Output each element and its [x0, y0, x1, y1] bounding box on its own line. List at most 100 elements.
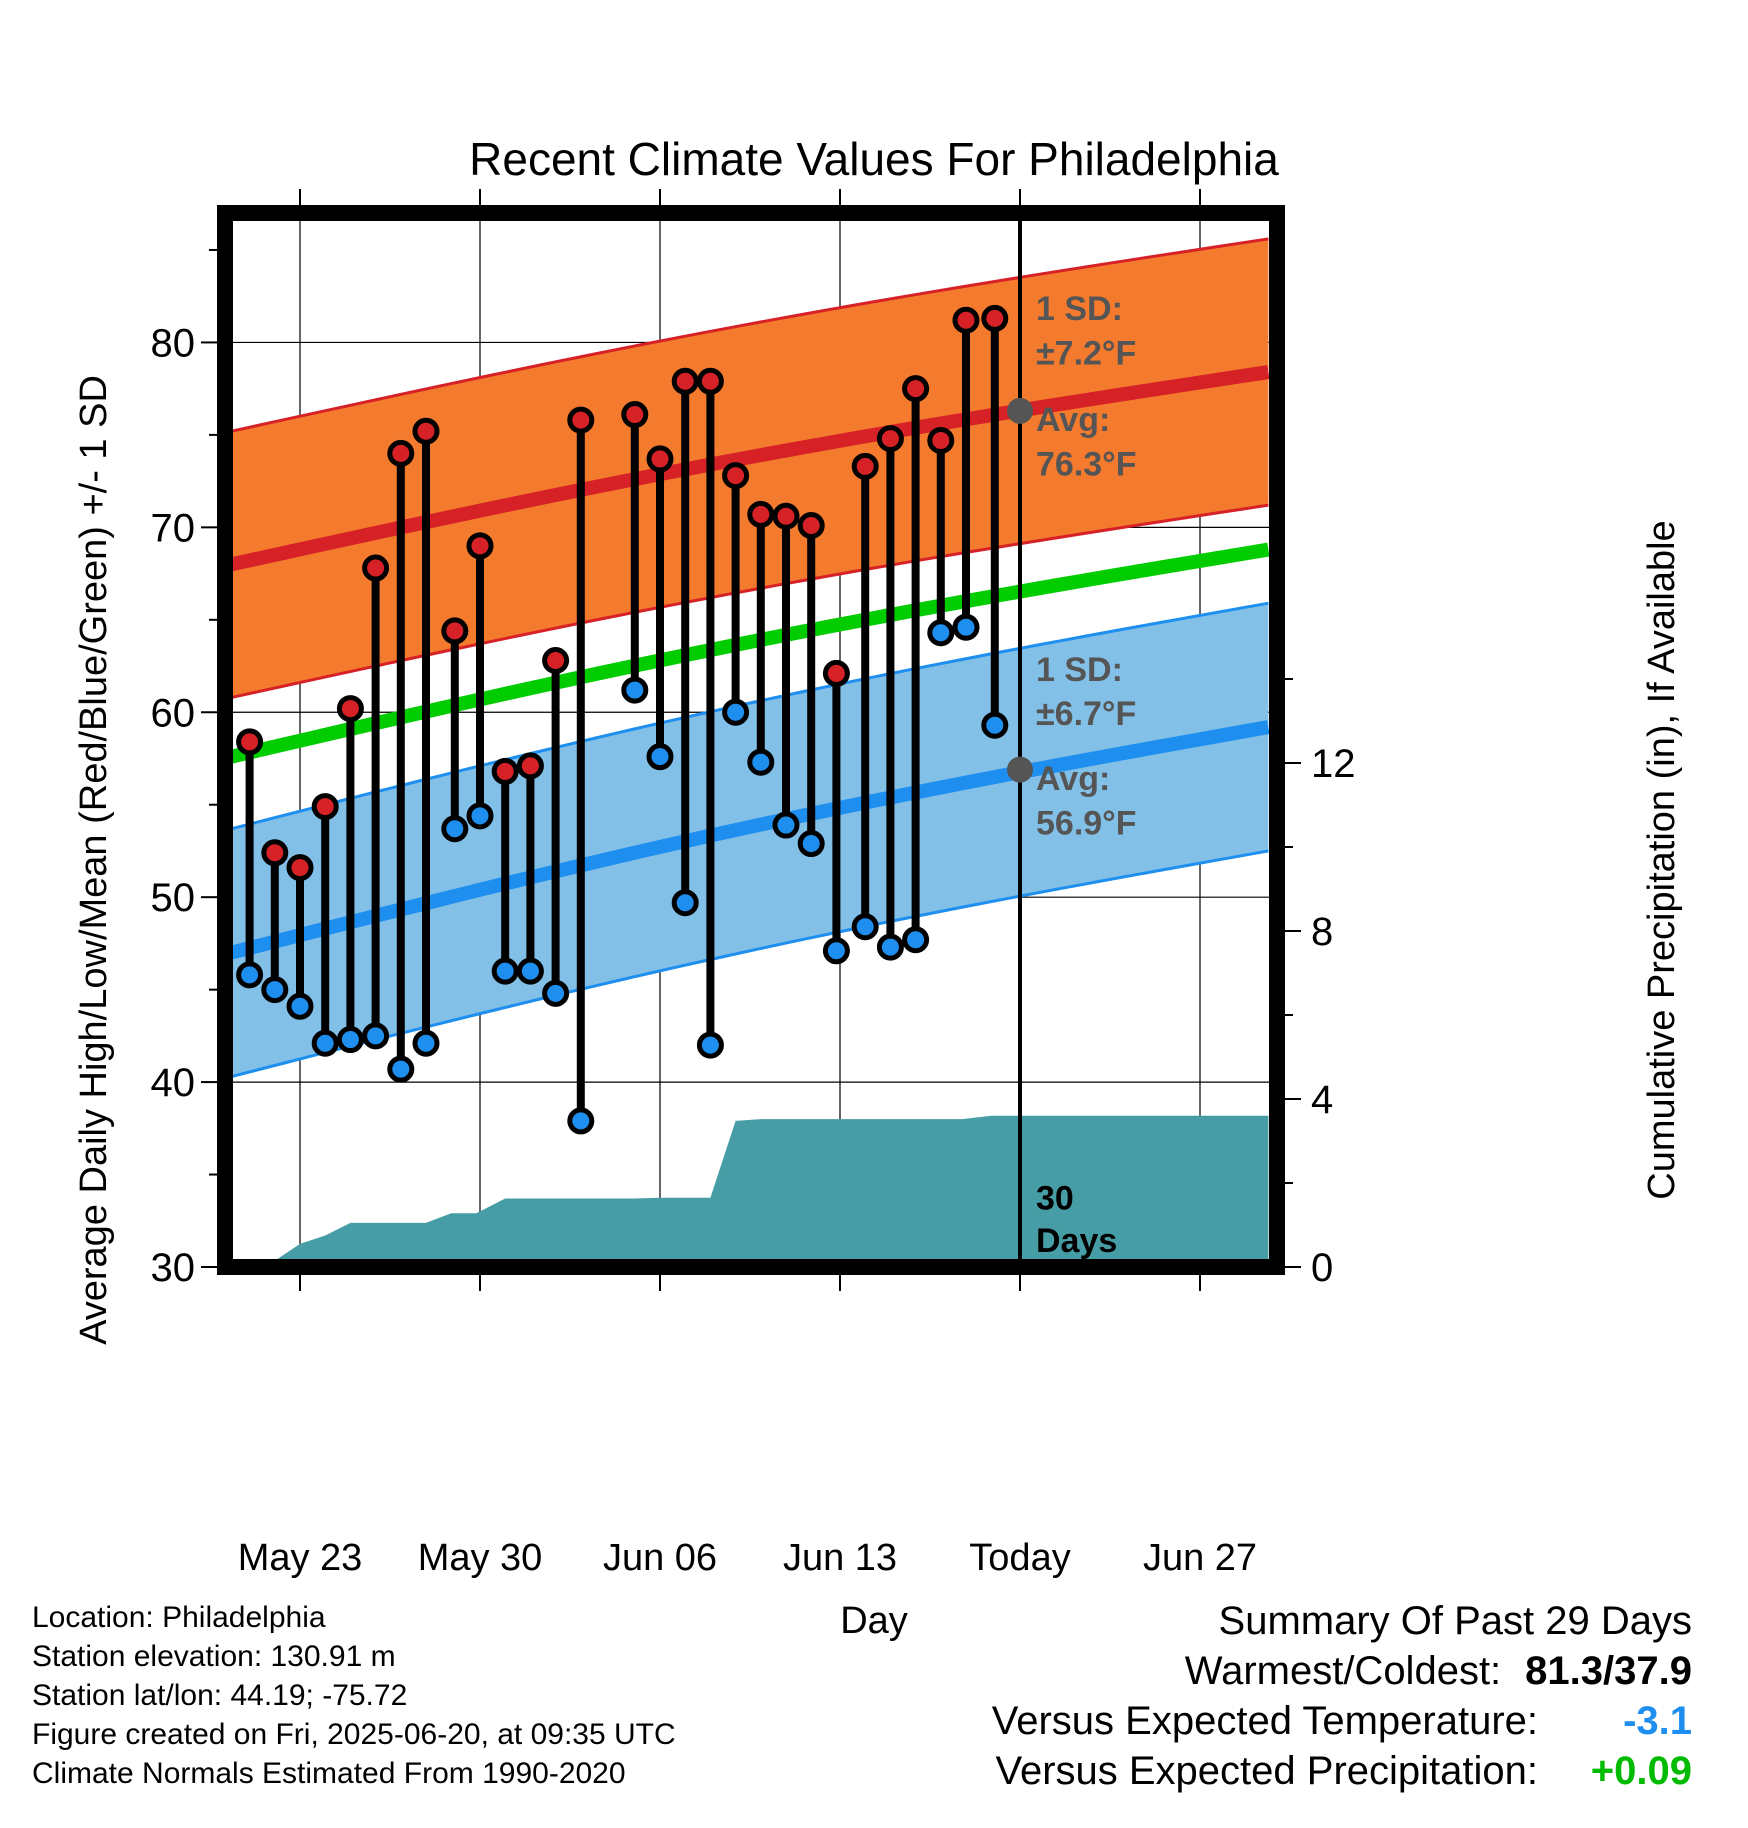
daily-high-point: [646, 445, 674, 473]
daily-low-point: [491, 957, 519, 985]
daily-low-point: [927, 619, 955, 647]
daily-low-point: [621, 676, 649, 704]
daily-high-point: [621, 401, 649, 429]
daily-low-point: [722, 698, 750, 726]
daily-low-point: [981, 711, 1009, 739]
daily-high-point: [387, 439, 415, 467]
observation-day: [797, 512, 825, 858]
y2-tick-label: 0: [1311, 1246, 1333, 1290]
daily-low-point: [441, 815, 469, 843]
y-tick-label: 80: [151, 321, 196, 365]
observation-day: [952, 306, 980, 641]
today-high-avg-point: [1007, 397, 1033, 424]
daily-high-point: [952, 306, 980, 334]
daily-low-point: [466, 802, 494, 830]
observation-day: [981, 304, 1009, 739]
daily-high-point: [772, 502, 800, 530]
cumulative-precip-area: [231, 1115, 1269, 1267]
observation-day: [747, 500, 775, 776]
y-axis-label: Average Daily High/Low/Mean (Red/Blue/Gr…: [73, 375, 115, 1345]
x-tick-label: May 30: [418, 1537, 543, 1579]
days-word-label: Days: [1036, 1222, 1117, 1260]
observation-day: [236, 728, 264, 989]
observation-day: [491, 757, 519, 985]
daily-high-point: [822, 659, 850, 687]
observation-day: [671, 367, 699, 917]
daily-low-point: [261, 976, 289, 1004]
warmest-coldest-label: Warmest/Coldest:: [1184, 1649, 1502, 1693]
daily-high-point: [542, 646, 570, 674]
daily-low-point: [362, 1022, 390, 1050]
daily-low-point: [952, 613, 980, 641]
x-tick-label: Jun 06: [603, 1537, 717, 1579]
daily-high-point: [466, 532, 494, 560]
daily-low-point: [567, 1107, 595, 1135]
observation-day: [902, 375, 930, 954]
precip-vs-expected-label: Versus Expected Precipitation:: [995, 1749, 1538, 1793]
daily-high-point: [362, 554, 390, 582]
daily-high-point: [797, 512, 825, 540]
y-tick-label: 70: [151, 506, 196, 550]
normals-text: Climate Normals Estimated From 1990-2020: [32, 1757, 626, 1790]
daily-low-point: [671, 889, 699, 917]
x-axis-label: Day: [840, 1600, 908, 1642]
x-tick-label: May 23: [238, 1537, 363, 1579]
daily-low-point: [542, 979, 570, 1007]
created-text: Figure created on Fri, 2025-06-20, at 09…: [32, 1718, 676, 1751]
x-tick-label: Jun 13: [783, 1537, 897, 1579]
location-text: Location: Philadelphia: [32, 1601, 326, 1634]
daily-high-point: [336, 695, 364, 723]
plot-area: 1 SD: ±7.2°F Avg: 76.3°F 1 SD: ±6.7°F Avg: 56.9…: [151, 189, 1356, 1579]
daily-high-point: [902, 375, 930, 403]
y2-tick-label: 12: [1311, 742, 1356, 786]
warmest-coldest-value: 81.3/37.9: [1525, 1649, 1692, 1693]
daily-low-point: [902, 926, 930, 954]
observation-day: [822, 659, 850, 965]
high-sd-value: ±7.2°F: [1036, 335, 1136, 373]
low-sd-band: [231, 603, 1269, 1077]
daily-low-point: [516, 957, 544, 985]
observation-day: [466, 532, 494, 830]
observation-day: [542, 646, 570, 1007]
low-sd-value: ±6.7°F: [1036, 695, 1136, 733]
observation-day: [336, 695, 364, 1054]
daily-high-point: [671, 367, 699, 395]
daily-high-point: [981, 304, 1009, 332]
high-sd-upper-line: [231, 237, 1269, 433]
low-avg-value: 56.9°F: [1036, 804, 1137, 842]
daily-low-point: [797, 830, 825, 858]
observation-day: [722, 462, 750, 726]
daily-low-point: [876, 933, 904, 961]
low-avg-label: Avg:: [1036, 760, 1110, 798]
low-sd-label: 1 SD:: [1036, 651, 1123, 689]
y-tick-label: 50: [151, 876, 196, 920]
observation-day: [567, 406, 595, 1135]
daily-high-point: [236, 728, 264, 756]
observation-day: [621, 401, 649, 704]
daily-high-point: [567, 406, 595, 434]
daily-high-point: [747, 500, 775, 528]
plot-inner: 1 SD: ±7.2°F Avg: 76.3°F 1 SD: ±6.7°F Avg: 56.9…: [225, 213, 1277, 1267]
daily-high-point: [516, 752, 544, 780]
observation-day: [311, 793, 339, 1057]
daily-low-point: [412, 1029, 440, 1057]
temp-vs-expected-label: Versus Expected Temperature:: [991, 1699, 1538, 1743]
chart-title: Recent Climate Values For Philadelphia: [469, 133, 1279, 185]
daily-high-point: [851, 452, 879, 480]
precip-vs-expected-value: +0.09: [1590, 1749, 1692, 1793]
y2-tick-label: 8: [1311, 910, 1333, 954]
observation-day: [286, 854, 314, 1020]
high-sd-label: 1 SD:: [1036, 290, 1123, 328]
x-tick-label: Today: [969, 1537, 1070, 1579]
y-tick-label: 60: [151, 691, 196, 735]
y2-axis-label: Cumulative Precipitation (in), If Availa…: [1641, 520, 1683, 1199]
observation-day: [772, 502, 800, 839]
daily-high-point: [491, 757, 519, 785]
daily-low-point: [311, 1029, 339, 1057]
observation-day: [362, 554, 390, 1050]
daily-low-point: [851, 913, 879, 941]
daily-high-point: [722, 462, 750, 490]
daily-low-point: [387, 1055, 415, 1083]
high-avg-value: 76.3°F: [1036, 446, 1137, 484]
